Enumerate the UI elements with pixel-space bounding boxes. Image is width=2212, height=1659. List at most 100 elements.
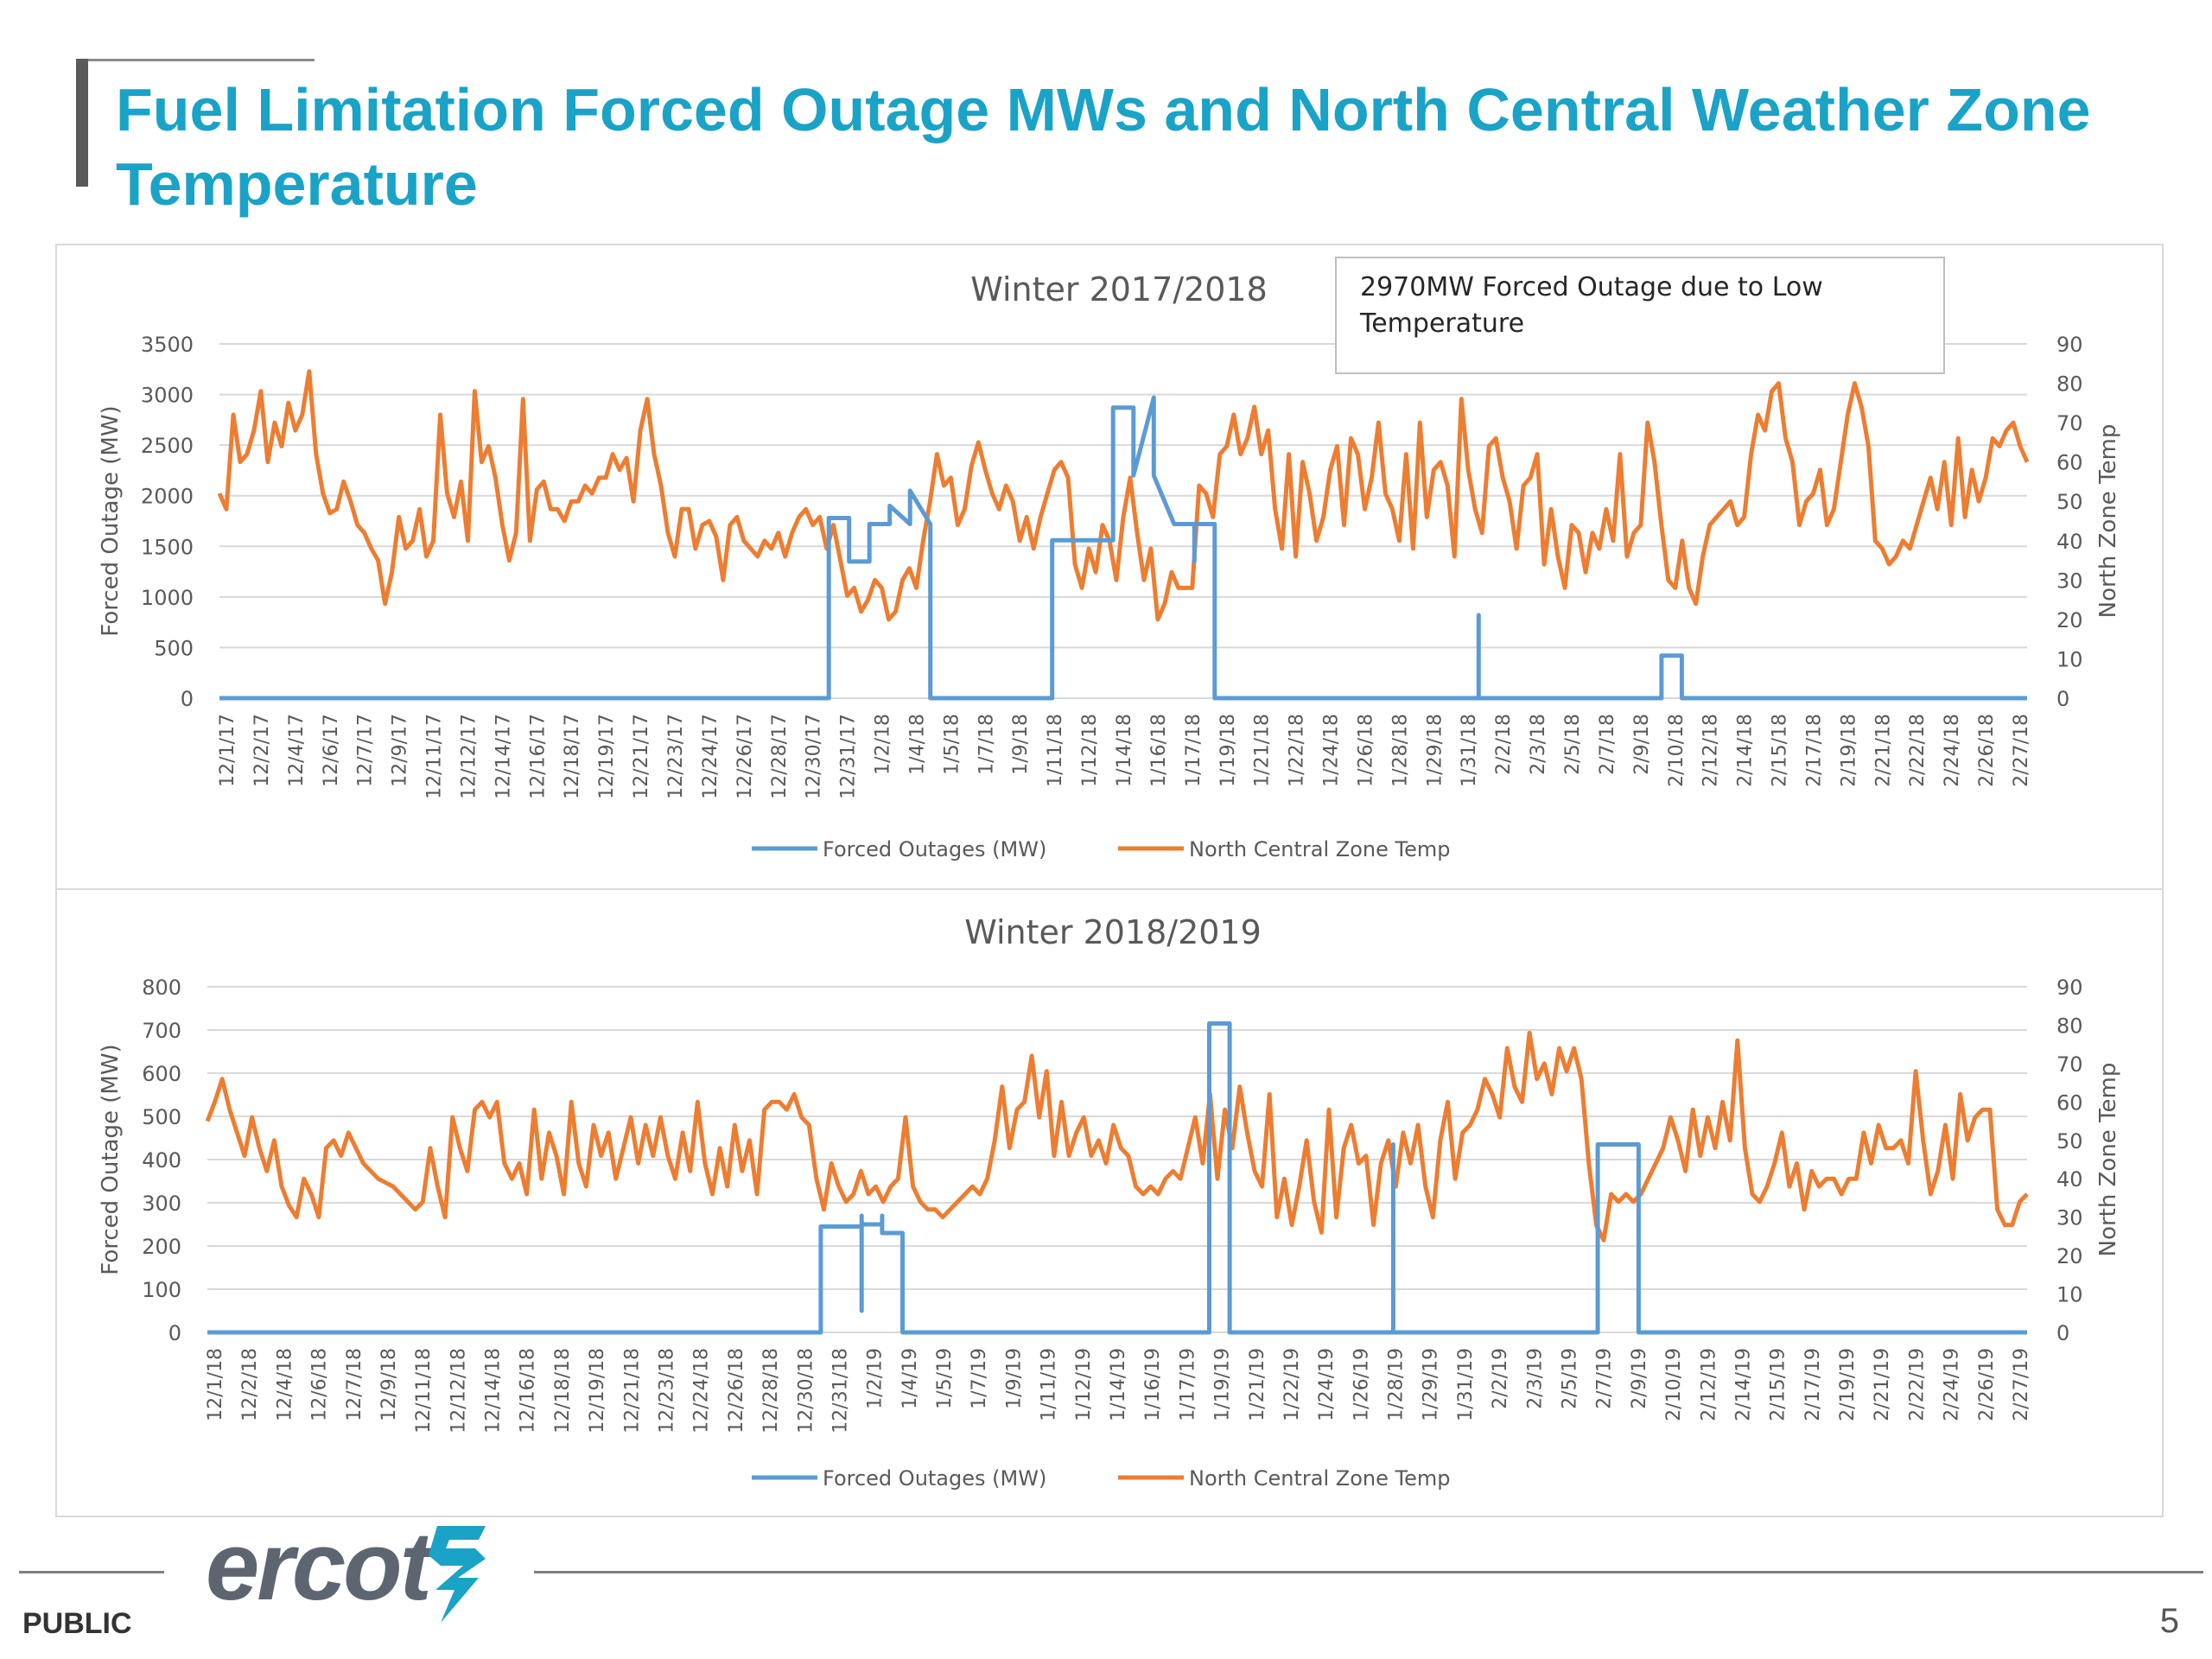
y2-tick-label: 0	[2056, 687, 2069, 711]
y2-tick-label: 10	[2056, 647, 2083, 671]
y2-tick-label: 90	[2056, 333, 2083, 357]
x-tick-label: 2/27/19	[2011, 1348, 2032, 1421]
x-tick-label: 1/24/19	[1316, 1348, 1338, 1421]
x-tick-label: 2/21/18	[1872, 714, 1894, 787]
x-tick-label: 2/19/19	[1837, 1348, 1859, 1421]
y-axis-label: Forced Outage (MW)	[98, 405, 124, 636]
x-tick-label: 2/17/19	[1802, 1348, 1824, 1421]
winter-2018-2019-chart: Winter 2018/2019010020030040050060070080…	[98, 913, 2121, 1491]
x-tick-label: 1/12/19	[1073, 1348, 1095, 1421]
x-tick-label: 1/16/19	[1142, 1348, 1164, 1421]
title-accent-bar	[76, 59, 88, 187]
temp-series-line	[217, 369, 2030, 622]
footer-rule-left	[19, 1571, 164, 1573]
x-tick-label: 12/6/18	[309, 1348, 331, 1421]
chart-frame	[55, 244, 2164, 1517]
y-tick-label: 700	[142, 1019, 181, 1043]
x-tick-label: 2/9/18	[1631, 714, 1653, 775]
x-tick-label: 2/15/19	[1768, 1348, 1789, 1421]
legend-outage-label: Forced Outages (MW)	[823, 1466, 1046, 1491]
x-tick-label: 1/28/18	[1389, 714, 1411, 787]
y2-tick-label: 30	[2056, 569, 2083, 593]
x-tick-label: 12/11/17	[424, 714, 446, 799]
outage-series-line	[207, 1021, 2027, 1335]
x-tick-label: 2/24/18	[1942, 714, 1963, 787]
x-tick-label: 12/18/17	[562, 714, 583, 799]
x-tick-label: 12/24/17	[700, 714, 721, 799]
y2-tick-label: 80	[2056, 1014, 2083, 1038]
y-tick-label: 2000	[141, 485, 194, 509]
x-tick-label: 1/26/19	[1351, 1348, 1372, 1421]
x-tick-label: 1/14/19	[1108, 1348, 1129, 1421]
y-tick-label: 3500	[141, 333, 194, 357]
x-tick-label: 1/19/18	[1217, 714, 1239, 787]
legend-temp-label: North Central Zone Temp	[1189, 837, 1450, 861]
annotation-text-line-1: 2970MW Forced Outage due to Low	[1360, 272, 1823, 302]
x-tick-label: 12/26/17	[734, 714, 756, 799]
x-tick-label: 2/2/18	[1493, 714, 1515, 775]
y2-axis-label: North Zone Temp	[2095, 424, 2121, 619]
x-tick-label: 12/4/18	[274, 1348, 296, 1421]
x-tick-label: 1/19/19	[1212, 1348, 1234, 1421]
page-number: 5	[2159, 1602, 2179, 1640]
x-tick-label: 12/18/18	[552, 1348, 574, 1433]
x-tick-label: 12/7/18	[344, 1348, 365, 1421]
y2-tick-label: 10	[2056, 1283, 2083, 1307]
y2-tick-label: 90	[2056, 976, 2083, 1000]
y2-tick-label: 40	[2056, 530, 2083, 554]
legend-temp-label: North Central Zone Temp	[1189, 1466, 1450, 1491]
x-tick-label: 12/6/17	[321, 714, 342, 787]
x-tick-label: 2/7/18	[1597, 714, 1618, 775]
x-tick-label: 12/11/18	[413, 1348, 435, 1433]
y-tick-label: 500	[154, 636, 194, 660]
title-top-rule	[88, 59, 315, 61]
chart-divider	[55, 888, 2164, 890]
x-tick-label: 1/7/18	[976, 714, 997, 775]
x-tick-label: 2/14/18	[1735, 714, 1757, 787]
x-tick-label: 12/23/17	[665, 714, 687, 799]
x-tick-label: 12/28/18	[760, 1348, 782, 1433]
outage-series-line	[219, 395, 2027, 701]
y-tick-label: 3000	[141, 384, 194, 408]
y-tick-label: 0	[168, 1321, 181, 1345]
x-tick-label: 1/31/19	[1455, 1348, 1477, 1421]
x-tick-label: 12/12/18	[448, 1348, 469, 1433]
y2-axis-label: North Zone Temp	[2095, 1063, 2121, 1257]
x-tick-label: 1/26/18	[1355, 714, 1376, 787]
x-tick-label: 1/17/18	[1183, 714, 1205, 787]
y2-tick-label: 0	[2056, 1321, 2069, 1345]
chart-title: Winter 2017/2018	[970, 270, 1268, 308]
x-tick-label: 12/14/17	[493, 714, 514, 799]
y2-tick-label: 50	[2056, 490, 2083, 514]
x-tick-label: 2/22/18	[1907, 714, 1929, 787]
y-axis-label: Forced Outage (MW)	[98, 1044, 124, 1274]
x-tick-label: 1/9/18	[1010, 714, 1032, 775]
x-tick-label: 2/2/19	[1490, 1348, 1511, 1409]
temp-series-line	[205, 1030, 2029, 1243]
y-tick-label: 100	[142, 1278, 181, 1302]
x-tick-label: 12/9/17	[390, 714, 411, 787]
y2-tick-label: 70	[2056, 411, 2083, 435]
x-tick-label: 2/5/18	[1562, 714, 1584, 775]
x-tick-label: 12/1/18	[205, 1348, 226, 1421]
x-tick-label: 12/14/18	[483, 1348, 505, 1433]
x-tick-label: 12/30/17	[804, 714, 825, 799]
x-tick-label: 12/19/18	[587, 1348, 608, 1433]
x-tick-label: 2/26/18	[1976, 714, 1998, 787]
x-tick-label: 1/22/18	[1287, 714, 1308, 787]
y-tick-label: 600	[142, 1062, 181, 1086]
x-tick-label: 2/26/19	[1976, 1348, 1998, 1421]
annotation-text-line-2: Temperature	[1359, 308, 1524, 339]
x-tick-label: 1/21/18	[1252, 714, 1274, 787]
x-tick-label: 2/15/18	[1770, 714, 1791, 787]
x-tick-label: 1/11/18	[1045, 714, 1066, 787]
x-tick-label: 12/31/17	[838, 714, 860, 799]
ercot-logo-text: ercot	[206, 1512, 432, 1620]
x-tick-label: 2/14/19	[1732, 1348, 1754, 1421]
y-tick-label: 1500	[141, 535, 194, 559]
x-tick-label: 1/29/19	[1421, 1348, 1442, 1421]
x-tick-label: 2/17/18	[1803, 714, 1825, 787]
x-tick-label: 1/28/19	[1386, 1348, 1408, 1421]
x-tick-label: 2/10/18	[1666, 714, 1688, 787]
x-tick-label: 2/5/19	[1560, 1348, 1581, 1409]
